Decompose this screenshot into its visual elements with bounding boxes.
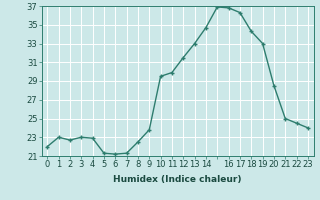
X-axis label: Humidex (Indice chaleur): Humidex (Indice chaleur) [113, 175, 242, 184]
